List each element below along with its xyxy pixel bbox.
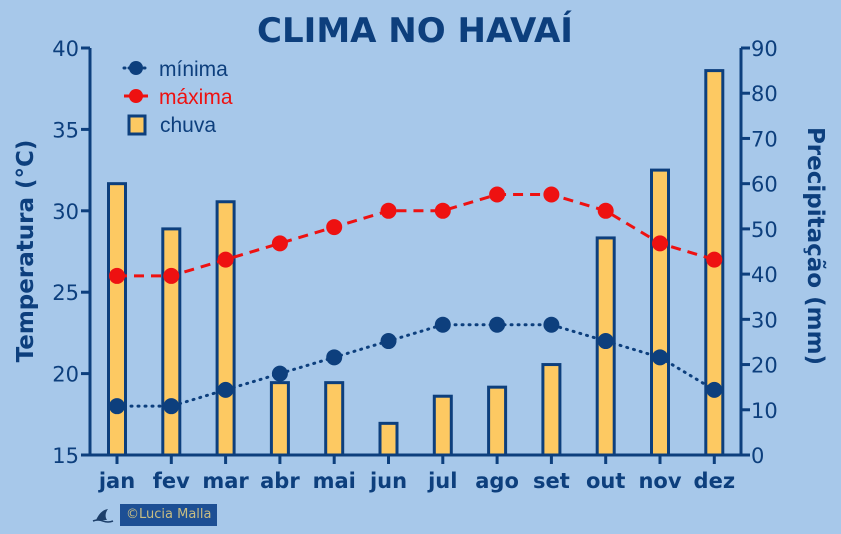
maxima-point-set [543, 186, 560, 203]
bar-nov [650, 168, 670, 457]
month-label-fev: fev [153, 469, 190, 493]
maxima-point-ago [489, 186, 506, 203]
month-label-mar: mar [202, 469, 249, 493]
right-tick-label: 90 [751, 37, 778, 61]
legend-label-chuva: chuva [160, 114, 216, 137]
left-tick-label: 15 [52, 444, 79, 468]
bar-jan [107, 182, 127, 457]
month-label-ago: ago [475, 469, 519, 493]
right-tick-label: 0 [751, 444, 764, 468]
left-tick-label: 35 [52, 118, 79, 142]
month-label-dez: dez [694, 469, 736, 493]
maxima-point-nov [652, 235, 668, 252]
circle-marker-icon [129, 89, 143, 103]
maxima-point-mai [326, 219, 343, 236]
left-tick-label: 30 [52, 200, 79, 224]
month-label-mai: mai [313, 469, 356, 493]
minima-point-jul [434, 316, 451, 333]
month-label-jul: jul [427, 469, 457, 493]
minima-line [115, 323, 716, 408]
right-tick-label: 10 [751, 399, 778, 423]
maxima-point-out [597, 202, 614, 219]
right-tick-label: 20 [751, 354, 778, 378]
maxima-point-dez [706, 251, 723, 268]
credit-label: ©Lucia Malla [120, 504, 218, 526]
legend-item-maxima: máxima [124, 86, 233, 109]
bar-ago [487, 385, 508, 457]
month-label-out: out [586, 469, 625, 493]
bar-abr [269, 381, 290, 457]
axes: 15 20 25 30 35 40 0 10 20 30 40 50 60 70 80 90 jan fev mar… [52, 37, 777, 493]
legend-label-maxima: máxima [159, 86, 233, 109]
maxima-point-fev [163, 267, 180, 284]
circle-marker-icon [129, 61, 143, 75]
month-label-jan: jan [98, 469, 135, 493]
shark-fin-icon [92, 509, 114, 523]
minima-point-nov [652, 349, 668, 366]
minima-point-set [543, 316, 560, 333]
left-axis-title: Temperatura (°C) [13, 140, 39, 363]
month-label-set: set [533, 469, 570, 493]
maxima-point-mar [217, 251, 234, 268]
minima-point-out [597, 333, 614, 350]
month-label-abr: abr [260, 469, 300, 493]
minima-point-mar [217, 381, 234, 398]
minima-point-jun [380, 333, 397, 350]
right-tick-label: 60 [751, 173, 778, 197]
right-tick-label: 40 [751, 263, 778, 287]
right-tick-label: 80 [751, 82, 778, 106]
legend-item-chuva: chuva [127, 114, 216, 137]
minima-point-mai [326, 349, 343, 366]
credit: ©Lucia Malla [92, 504, 218, 526]
month-label-jun: jun [369, 469, 407, 493]
right-tick-label: 30 [751, 308, 778, 332]
bar-jun [378, 421, 399, 457]
maxima-point-jun [380, 202, 397, 219]
bar-mar [215, 200, 236, 457]
left-tick-label: 20 [52, 363, 79, 387]
legend-item-minima: mínima [122, 58, 228, 81]
right-tick-label: 70 [751, 127, 778, 151]
minima-point-jan [109, 398, 125, 415]
chart-title: CLIMA NO HAVAÍ [257, 10, 573, 51]
maxima-line [117, 193, 715, 278]
bar-mai [324, 381, 345, 457]
month-label-nov: nov [638, 469, 681, 493]
temperature-lines [109, 186, 723, 415]
minima-point-dez [706, 381, 723, 398]
minima-point-fev [163, 398, 180, 415]
minima-point-abr [271, 365, 288, 382]
bar-swatch-icon [127, 114, 147, 136]
left-tick-label: 40 [52, 37, 79, 61]
bar-set [541, 363, 562, 457]
maxima-point-jul [434, 202, 451, 219]
right-axis-title: Precipitação (mm) [802, 127, 828, 365]
right-tick-label: 50 [751, 218, 778, 242]
bar-fev [161, 227, 182, 457]
legend-label-minima: mínima [159, 58, 228, 81]
bar-jul [432, 394, 453, 457]
maxima-point-jan [109, 267, 125, 284]
maxima-point-abr [271, 235, 288, 252]
left-tick-label: 25 [52, 281, 79, 305]
minima-point-ago [489, 316, 506, 333]
legend: mínima máxima chuva [122, 58, 233, 137]
